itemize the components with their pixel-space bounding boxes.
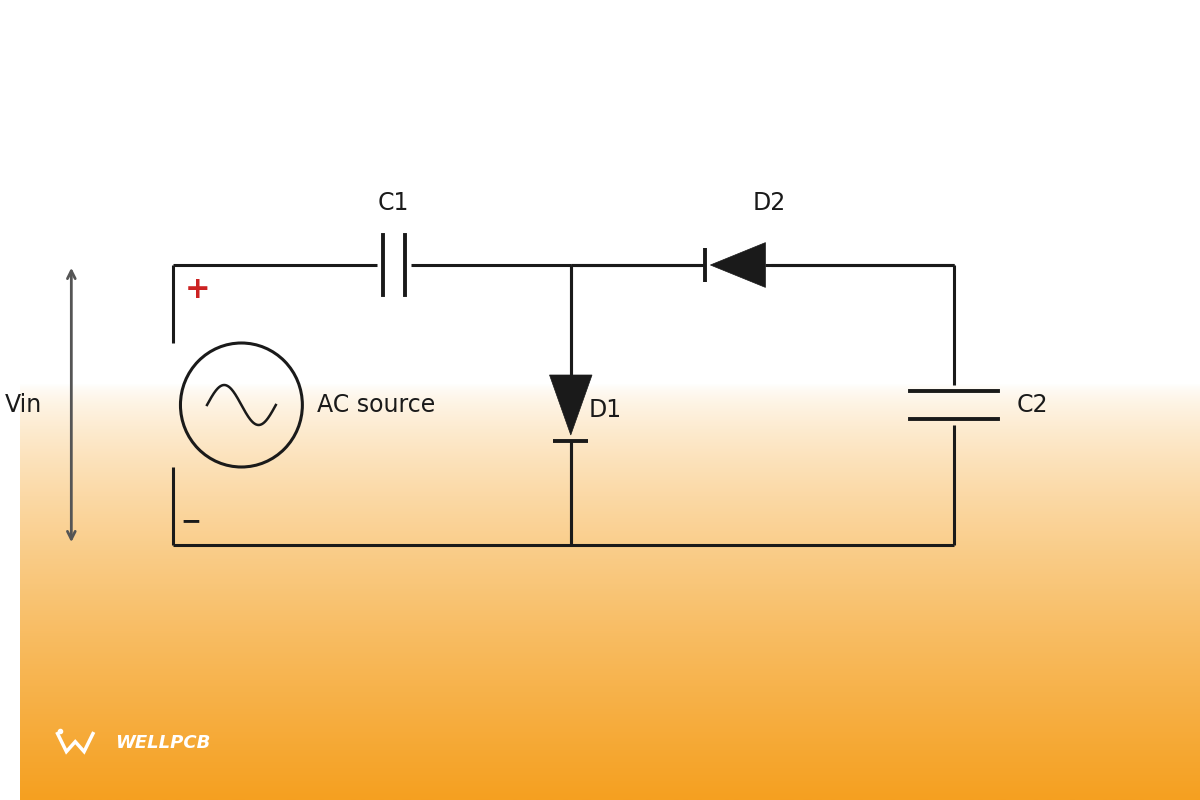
Text: C2: C2 xyxy=(1016,393,1048,417)
Text: +: + xyxy=(185,275,210,304)
Polygon shape xyxy=(710,242,766,287)
Text: Vin: Vin xyxy=(5,393,42,417)
Text: WELLPCB: WELLPCB xyxy=(114,734,210,752)
Text: AC source: AC source xyxy=(317,393,436,417)
Text: C1: C1 xyxy=(378,191,409,215)
Polygon shape xyxy=(550,375,592,435)
Text: D1: D1 xyxy=(588,398,622,422)
Text: −: − xyxy=(180,509,202,533)
Text: D2: D2 xyxy=(752,191,786,215)
